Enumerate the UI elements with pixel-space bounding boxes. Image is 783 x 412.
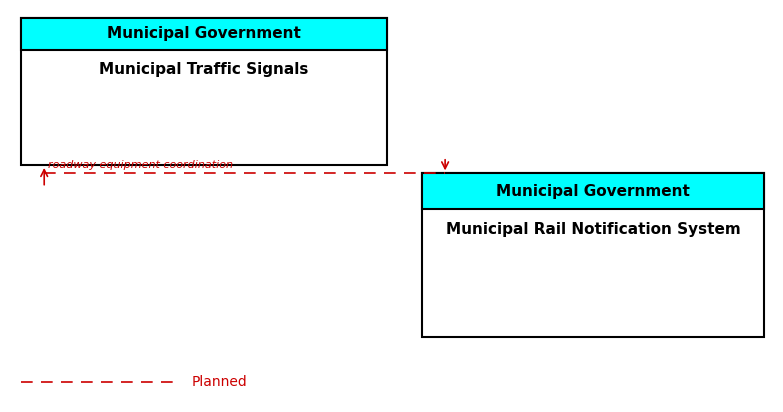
- Text: Planned: Planned: [192, 375, 248, 389]
- Text: Municipal Government: Municipal Government: [496, 184, 690, 199]
- Text: Municipal Rail Notification System: Municipal Rail Notification System: [446, 222, 741, 236]
- Bar: [422, 173, 764, 337]
- Text: Municipal Government: Municipal Government: [106, 26, 301, 42]
- Bar: [21, 18, 387, 165]
- Bar: [21, 18, 387, 50]
- Text: Municipal Traffic Signals: Municipal Traffic Signals: [99, 63, 309, 77]
- Bar: [422, 173, 764, 209]
- Text: roadway equipment coordination: roadway equipment coordination: [48, 160, 233, 170]
